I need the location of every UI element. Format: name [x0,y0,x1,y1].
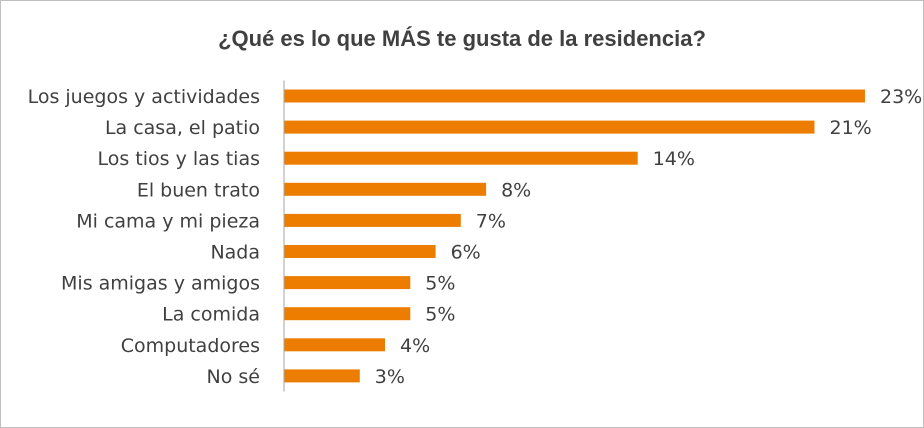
value-label-2: 21% [830,117,872,139]
bar-1 [284,89,865,103]
bar-7 [284,276,411,290]
bar-4 [284,182,487,196]
value-label-5: 7% [476,210,506,232]
value-label-8: 5% [425,304,455,326]
category-label-4: El buen trato [137,179,260,201]
value-label-1: 23% [880,86,922,108]
value-label-4: 8% [501,179,531,201]
bar-3 [284,151,638,165]
bar-10 [284,369,360,383]
chart-title: ¿Qué es lo que MÁS te gusta de la reside… [218,26,706,51]
bar-8 [284,307,411,321]
category-label-5: Mi cama y mi pieza [76,210,260,232]
bar-5 [284,213,461,227]
category-label-10: No sé [207,366,260,388]
value-labels-group: 23% 21% 14% 8% 7% 6% 5% 5% 4% 3% [375,86,922,388]
category-labels-group: Los juegos y actividades La casa, el pati… [28,86,260,388]
value-label-3: 14% [653,148,695,170]
value-label-6: 6% [451,242,481,264]
value-label-10: 3% [375,366,405,388]
category-label-1: Los juegos y actividades [28,86,260,108]
bar-6 [284,245,436,258]
bars-group [284,89,865,383]
bar-2 [284,120,815,134]
category-label-7: Mis amigas y amigos [61,273,260,295]
bar-9 [284,338,385,352]
category-label-8: La comida [162,304,260,326]
value-label-7: 5% [425,273,455,295]
value-label-9: 4% [400,335,430,357]
category-label-2: La casa, el patio [105,117,260,139]
category-label-6: Nada [210,242,260,264]
category-label-3: Los tios y las tias [97,148,260,170]
category-label-9: Computadores [121,335,260,357]
